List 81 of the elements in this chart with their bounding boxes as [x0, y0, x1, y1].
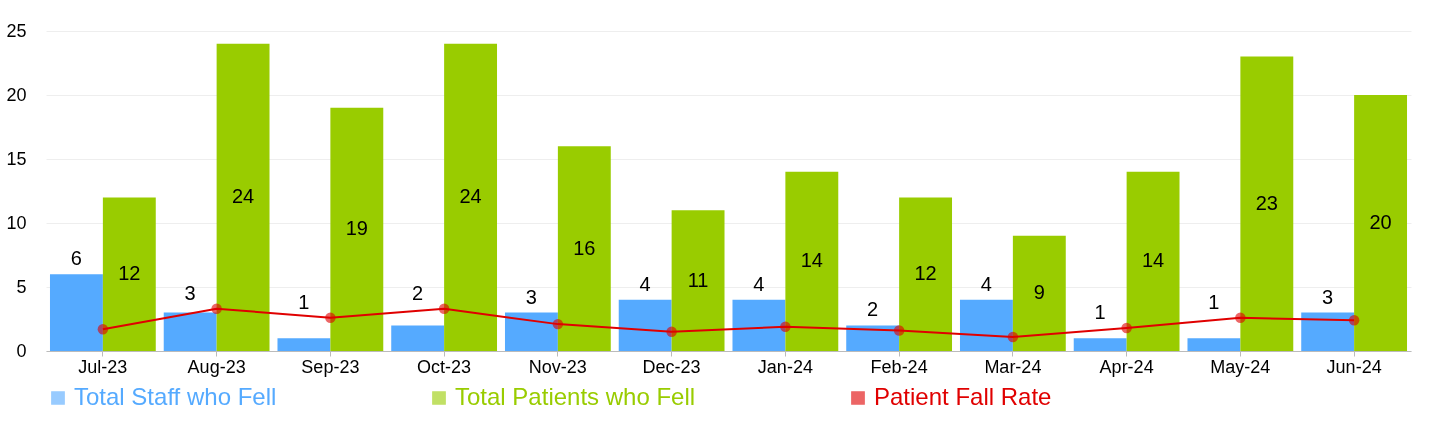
bar	[1126, 171, 1180, 351]
bar	[618, 299, 672, 351]
bar	[959, 299, 1013, 351]
data-label: 2	[412, 281, 424, 304]
x-tick-label: Feb-24	[870, 356, 928, 377]
bar	[1012, 235, 1066, 351]
point	[1121, 322, 1132, 334]
data-label: 12	[118, 262, 141, 285]
point	[893, 325, 905, 336]
y-tick-label: 5	[16, 276, 27, 297]
point	[1348, 315, 1360, 326]
data-label: 4	[639, 272, 651, 295]
x-tick-label: Mar-24	[984, 356, 1042, 377]
data-label: 24	[459, 185, 482, 208]
x-tick-label: Aug-23	[187, 356, 246, 377]
bar	[391, 325, 445, 351]
point	[552, 318, 564, 330]
data-label: 23	[1255, 191, 1278, 214]
data-label: 19	[345, 217, 368, 240]
data-label: 3	[525, 285, 537, 308]
bar	[557, 146, 611, 351]
data-label: 24	[231, 185, 255, 208]
x-tick-label: Apr-24	[1099, 356, 1154, 377]
bar	[899, 197, 953, 351]
data-label: 20	[1369, 211, 1392, 233]
data-label: 6	[70, 247, 82, 270]
bar	[330, 107, 384, 351]
bar	[444, 43, 498, 351]
data-label: 3	[1322, 285, 1334, 308]
data-label: 1	[1208, 290, 1220, 313]
point	[780, 321, 791, 332]
bar	[785, 171, 839, 351]
bar	[49, 274, 103, 351]
y-tick-label: 15	[6, 148, 27, 169]
bar	[732, 299, 786, 351]
data-label: 11	[687, 268, 709, 291]
bar	[102, 197, 156, 351]
data-label: 14	[800, 249, 823, 272]
data-label: 14	[1141, 249, 1165, 272]
y-tick-label: 25	[6, 20, 27, 41]
x-tick-label: Jul-23	[78, 356, 128, 377]
y-tick-label: 0	[16, 340, 27, 361]
x-tick-label: Oct-23	[417, 356, 472, 377]
bar	[216, 43, 270, 351]
data-label: 4	[753, 272, 765, 295]
point	[97, 324, 109, 335]
point	[1007, 331, 1019, 343]
x-tick-label: Dec-23	[642, 356, 701, 377]
point	[325, 312, 336, 323]
data-label: 2	[867, 298, 879, 321]
bar	[163, 312, 217, 351]
bar	[1187, 338, 1241, 351]
point	[211, 303, 222, 314]
data-label: 16	[573, 236, 596, 259]
point	[1235, 312, 1246, 323]
x-tick-label: Jun-24	[1326, 356, 1382, 377]
legend-label: Total Patients who Fell	[455, 383, 696, 410]
data-label: 3	[184, 281, 196, 304]
bar	[1354, 95, 1408, 351]
x-tick-label: Jan-24	[757, 356, 813, 377]
data-label: 1	[298, 290, 310, 313]
point	[666, 326, 677, 338]
bar	[846, 325, 900, 351]
y-tick-label: 10	[6, 212, 27, 233]
data-label: 9	[1033, 281, 1045, 304]
legend-label: Patient Fall Rate	[874, 383, 1052, 410]
bar	[671, 210, 725, 351]
bar	[1240, 56, 1294, 351]
point	[438, 303, 450, 314]
x-tick-label: May-24	[1210, 356, 1271, 377]
bar	[1301, 312, 1355, 351]
y-tick-label: 20	[6, 84, 27, 105]
x-tick-label: Nov-23	[528, 356, 587, 377]
bar	[1073, 338, 1127, 351]
data-label: 1	[1094, 300, 1106, 323]
legend-label: Total Staff who Fell	[74, 383, 277, 410]
x-tick-label: Sep-23	[301, 356, 360, 377]
data-label: 4	[980, 272, 992, 295]
bar	[504, 312, 558, 351]
data-label: 12	[914, 262, 937, 285]
bar	[277, 338, 331, 351]
